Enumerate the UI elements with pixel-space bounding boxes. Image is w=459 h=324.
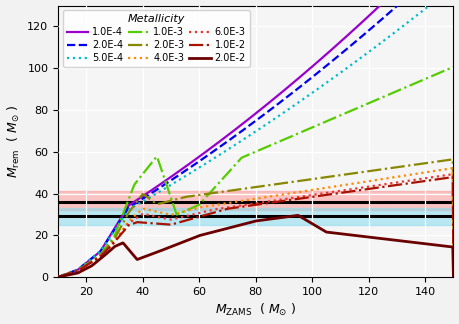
2.0E-2: [157, 249, 162, 253]
1.0E-2: [319, 193, 325, 197]
1.0E-3: [451, 65, 456, 69]
Line: 1.0E-4: 1.0E-4: [58, 0, 453, 277]
1.0E-2: [288, 198, 294, 202]
1.0E-2: [451, 275, 456, 279]
Y-axis label: $M_{\rm rem}$  ( $M_{\odot}$ ): $M_{\rm rem}$ ( $M_{\odot}$ ): [6, 104, 22, 178]
1.0E-3: [234, 161, 240, 165]
2.0E-3: [157, 202, 162, 205]
4.0E-3: [288, 191, 294, 195]
2.0E-3: [319, 176, 325, 180]
1.0E-3: [288, 134, 294, 138]
2.0E-4: [157, 186, 162, 190]
2.0E-4: [319, 67, 325, 71]
2.0E-2: [125, 247, 131, 251]
6.0E-3: [353, 187, 358, 191]
Line: 1.0E-2: 1.0E-2: [58, 177, 453, 277]
1.0E-2: [450, 175, 455, 179]
Line: 1.0E-3: 1.0E-3: [58, 67, 453, 277]
1.0E-3: [55, 275, 61, 279]
6.0E-3: [319, 191, 325, 195]
2.0E-3: [234, 188, 240, 191]
5.0E-4: [125, 209, 131, 213]
1.0E-3: [157, 163, 162, 167]
1.0E-4: [234, 126, 240, 130]
4.0E-3: [450, 166, 455, 170]
1.0E-3: [125, 199, 131, 203]
2.0E-3: [450, 157, 455, 161]
4.0E-3: [125, 220, 131, 224]
2.0E-4: [125, 207, 131, 211]
6.0E-3: [157, 215, 162, 219]
Line: 2.0E-2: 2.0E-2: [58, 215, 453, 277]
2.0E-3: [451, 275, 456, 279]
2.0E-2: [353, 234, 359, 237]
1.0E-4: [157, 183, 162, 187]
Line: 6.0E-3: 6.0E-3: [58, 174, 453, 277]
1.0E-3: [353, 107, 358, 111]
4.0E-3: [319, 187, 325, 191]
5.0E-4: [353, 60, 358, 64]
2.0E-2: [451, 275, 456, 279]
2.0E-4: [55, 275, 61, 279]
Legend: 1.0E-4, 2.0E-4, 5.0E-4, 1.0E-3, 2.0E-3, 4.0E-3, 6.0E-3, 1.0E-2, 2.0E-2: 1.0E-4, 2.0E-4, 5.0E-4, 1.0E-3, 2.0E-3, …: [63, 10, 250, 67]
2.0E-3: [288, 180, 294, 184]
5.0E-4: [157, 190, 162, 193]
6.0E-3: [288, 196, 294, 200]
6.0E-3: [450, 172, 455, 176]
6.0E-3: [55, 275, 61, 279]
5.0E-4: [55, 275, 61, 279]
5.0E-4: [234, 142, 240, 146]
4.0E-3: [353, 181, 358, 185]
1.0E-2: [55, 275, 61, 279]
2.0E-2: [295, 214, 301, 217]
1.0E-4: [288, 83, 294, 87]
5.0E-4: [319, 84, 325, 88]
2.0E-4: [234, 133, 240, 136]
1.0E-2: [234, 205, 240, 209]
Bar: [58, 191, 453, 210]
1.0E-4: [353, 26, 358, 30]
Bar: [58, 208, 453, 225]
2.0E-2: [288, 214, 294, 218]
2.0E-4: [288, 92, 294, 96]
2.0E-2: [320, 228, 325, 232]
Line: 2.0E-3: 2.0E-3: [58, 159, 453, 277]
6.0E-3: [234, 204, 240, 208]
X-axis label: $M_{\rm ZAMS}$  ( $M_{\odot}$ ): $M_{\rm ZAMS}$ ( $M_{\odot}$ ): [215, 302, 297, 318]
2.0E-2: [55, 275, 61, 279]
2.0E-2: [234, 224, 240, 228]
4.0E-3: [234, 200, 240, 203]
4.0E-3: [55, 275, 61, 279]
1.0E-4: [55, 275, 61, 279]
5.0E-4: [288, 106, 294, 110]
Line: 5.0E-4: 5.0E-4: [58, 0, 453, 277]
1.0E-4: [319, 56, 325, 60]
1.0E-3: [319, 121, 325, 125]
4.0E-3: [451, 275, 456, 279]
2.0E-3: [55, 275, 61, 279]
Line: 2.0E-4: 2.0E-4: [58, 0, 453, 277]
2.0E-3: [125, 212, 131, 216]
2.0E-3: [353, 171, 358, 175]
6.0E-3: [451, 275, 456, 279]
2.0E-4: [353, 40, 358, 43]
Line: 4.0E-3: 4.0E-3: [58, 168, 453, 277]
1.0E-4: [125, 204, 131, 208]
1.0E-2: [125, 224, 131, 228]
6.0E-3: [125, 222, 131, 226]
1.0E-2: [157, 222, 162, 226]
1.0E-2: [353, 189, 358, 193]
4.0E-3: [157, 210, 162, 214]
